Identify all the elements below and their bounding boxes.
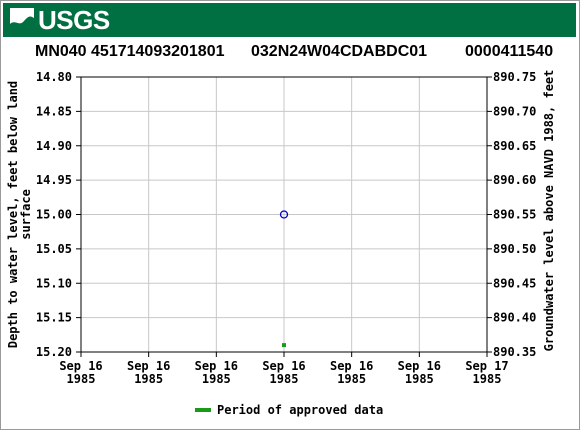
usgs-wave-icon — [9, 8, 35, 32]
chart-legend: Period of approved data — [195, 402, 383, 418]
data-point — [279, 210, 289, 219]
x-tick-label-date: Sep 16 — [127, 359, 170, 373]
x-tick-label-date: Sep 16 — [195, 359, 238, 373]
x-tick-label-year: 1985 — [270, 372, 299, 386]
x-tick-label-date: Sep 16 — [398, 359, 441, 373]
y-left-tick-label: 14.95 — [36, 173, 72, 187]
legend-swatch-approved — [195, 408, 211, 412]
x-tick-label-date: Sep 16 — [59, 359, 102, 373]
y-left-tick-label: 15.10 — [36, 276, 72, 290]
y-right-tick-label: 890.70 — [493, 104, 536, 118]
usgs-logo-text: USGS — [38, 4, 110, 35]
x-tick-label-year: 1985 — [67, 372, 96, 386]
y-right-tick-label: 890.50 — [493, 242, 536, 256]
approved-period-mark — [282, 343, 286, 348]
x-tick-label-year: 1985 — [405, 372, 434, 386]
x-tick-label-year: 1985 — [134, 372, 163, 386]
x-tick-label-year: 1985 — [337, 372, 366, 386]
legend-label: Period of approved data — [217, 403, 384, 417]
y-right-tick-label: 890.35 — [493, 345, 536, 359]
x-tick-label-year: 1985 — [473, 372, 502, 386]
y-right-tick-label: 890.65 — [493, 139, 536, 153]
data-marks — [279, 210, 289, 348]
x-tick-label-year: 1985 — [202, 372, 231, 386]
usgs-logo[interactable]: USGS — [9, 5, 110, 35]
y-left-tick-label: 15.20 — [36, 345, 72, 359]
y-axis-left-ticks: 14.80 14.85 14.90 14.95 15.00 15.05 15.10 15.15… — [36, 70, 492, 359]
y-left-tick-label: 14.85 — [36, 104, 72, 118]
site-label: MN040 451714093201801 — [35, 43, 225, 60]
y-right-tick-label: 890.60 — [493, 173, 536, 187]
y-right-tick-label: 890.40 — [493, 311, 536, 325]
y-right-tick-label: 890.55 — [493, 208, 536, 222]
y-left-tick-label: 15.00 — [36, 208, 72, 222]
y-axis-right-ticks: 890.75 890.70 890.65 890.60 890.55 890.50 890.… — [493, 70, 536, 359]
y-axis-left-title: Depth to water level, feet below land — [6, 81, 20, 348]
y-axis-right-title: Groundwater level above NAVD 1988, feet — [542, 70, 556, 352]
y-axis-left-title-line2: surface — [19, 189, 33, 240]
site-number: 0000411540 — [465, 43, 554, 60]
y-right-tick-label: 890.75 — [493, 70, 536, 84]
chart-header: MN040 451714093201801 032N24W04CDABDC01 … — [0, 43, 580, 65]
y-left-tick-label: 14.90 — [36, 139, 72, 153]
y-left-tick-label: 14.80 — [36, 70, 72, 84]
y-left-tick-label: 15.15 — [36, 311, 72, 325]
y-left-tick-label: 15.05 — [36, 242, 72, 256]
usgs-banner: USGS — [3, 3, 576, 37]
x-tick-label-date: Sep 16 — [330, 359, 373, 373]
chart-grid — [80, 76, 488, 353]
x-tick-label-date: Sep 17 — [465, 359, 508, 373]
x-tick-label-date: Sep 16 — [262, 359, 305, 373]
station-id: 032N24W04CDABDC01 — [251, 43, 428, 60]
y-right-tick-label: 890.45 — [493, 276, 536, 290]
